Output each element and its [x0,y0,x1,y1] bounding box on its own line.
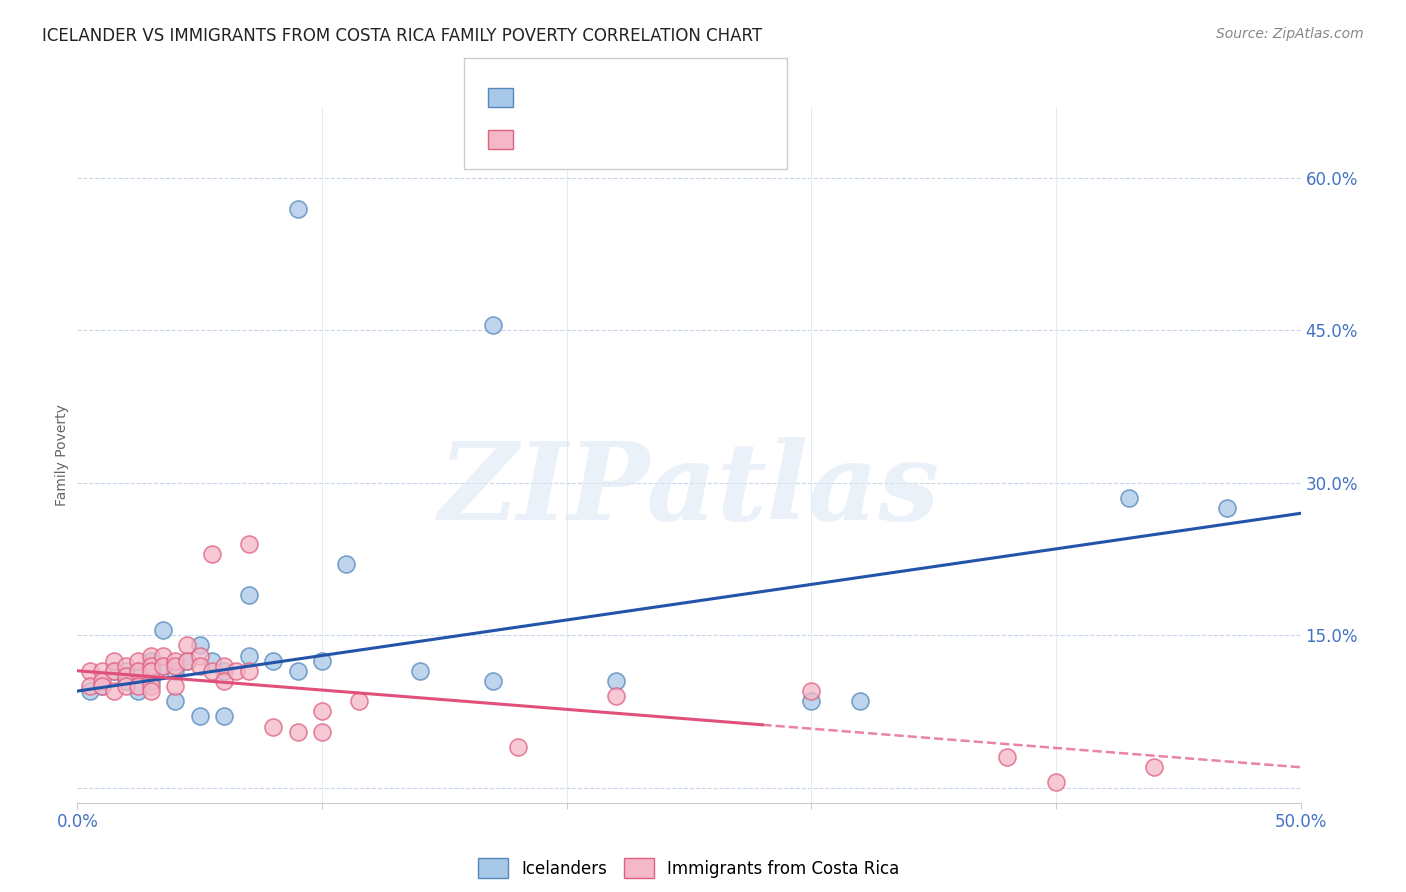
Point [139,679,162,693]
Point [849,694,872,708]
Point [90,679,112,693]
Point [165,654,187,668]
Point [90,673,112,688]
Point [800,684,823,698]
Point [165,658,187,673]
Point [128,684,150,698]
Text: ZIPatlas: ZIPatlas [439,437,939,542]
Point [238,588,260,602]
Point [115,664,138,678]
Point [128,679,150,693]
Point [152,658,174,673]
Legend: Icelanders, Immigrants from Costa Rica: Icelanders, Immigrants from Costa Rica [471,851,907,885]
Point [212,658,235,673]
Point [79,684,101,698]
Point [225,664,247,678]
Point [311,724,333,739]
Point [347,694,370,708]
Point [605,689,627,703]
Point [1143,760,1166,774]
Point [103,684,125,698]
Point [139,673,162,688]
Point [212,664,235,678]
Point [995,750,1018,764]
Point [103,654,125,668]
Point [311,705,333,719]
Point [103,664,125,678]
Text: R =: R = [524,124,561,142]
Point [201,664,224,678]
Point [165,694,187,708]
Point [311,654,333,668]
Point [115,673,138,688]
Point [176,639,198,653]
Point [188,709,211,723]
Point [115,669,138,683]
Point [605,673,627,688]
Point [152,623,174,637]
Point [103,664,125,678]
Point [1045,775,1067,789]
Point [409,664,432,678]
Point [262,720,284,734]
Point [287,664,309,678]
Y-axis label: Family Poverty: Family Poverty [55,404,69,506]
Point [165,664,187,678]
Point [79,664,101,678]
Point [152,658,174,673]
Point [201,547,224,561]
Point [238,537,260,551]
Text: 0.255: 0.255 [567,82,619,100]
Point [506,739,529,754]
Text: Source: ZipAtlas.com: Source: ZipAtlas.com [1216,27,1364,41]
Point [287,724,309,739]
Point [176,654,198,668]
Point [165,679,187,693]
Point [90,664,112,678]
Point [115,679,138,693]
Text: R =: R = [524,82,561,100]
Point [139,654,162,668]
Text: -0.140: -0.140 [567,124,626,142]
Point [482,673,505,688]
Point [188,658,211,673]
Point [335,557,357,571]
Point [152,648,174,663]
Point [115,658,138,673]
Point [1216,501,1239,516]
Point [262,654,284,668]
Point [176,654,198,668]
Point [188,648,211,663]
Text: ICELANDER VS IMMIGRANTS FROM COSTA RICA FAMILY POVERTY CORRELATION CHART: ICELANDER VS IMMIGRANTS FROM COSTA RICA … [42,27,762,45]
Point [90,679,112,693]
Point [188,639,211,653]
Text: N =: N = [620,82,668,100]
Point [238,664,260,678]
Point [287,202,309,216]
Point [139,658,162,673]
Point [79,679,101,693]
Text: 32: 32 [665,82,689,100]
Point [800,694,823,708]
Point [139,664,162,678]
Point [238,648,260,663]
Point [128,654,150,668]
Text: 46: 46 [665,124,688,142]
Point [1118,491,1140,505]
Point [482,318,505,333]
Text: N =: N = [620,124,668,142]
Point [212,709,235,723]
Point [212,673,235,688]
Point [139,648,162,663]
Point [128,664,150,678]
Point [139,684,162,698]
Point [128,664,150,678]
Point [201,654,224,668]
